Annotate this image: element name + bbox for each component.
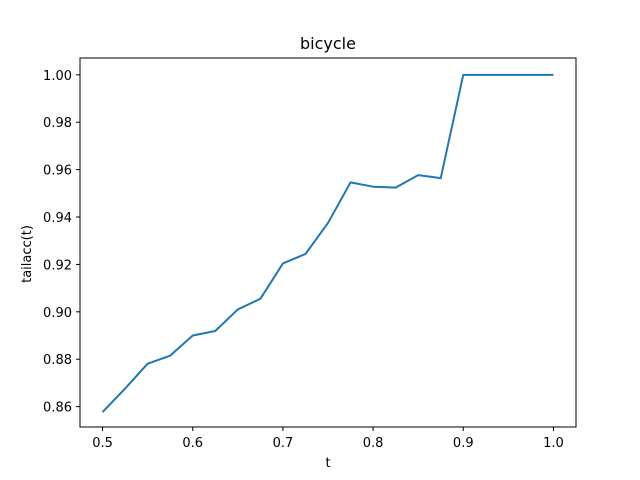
x-tick-label: 0.8 — [363, 436, 384, 451]
y-tick-label: 1.00 — [43, 69, 72, 84]
y-tick-label: 0.94 — [43, 211, 72, 226]
x-tick-label: 0.7 — [273, 436, 294, 451]
x-tick-label: 0.6 — [182, 436, 203, 451]
plot-frame — [79, 57, 577, 428]
x-tick-label: 1.0 — [543, 436, 564, 451]
x-tick-label: 0.5 — [92, 436, 113, 451]
chart-title: bicycle — [300, 34, 356, 53]
plot-area: 0.5 0.6 0.7 0.8 0.9 1.0 0.86 0.88 0.90 0.92 0.94 0.… — [43, 57, 577, 451]
x-axis-label: t — [325, 456, 330, 471]
y-tick-label: 0.98 — [43, 116, 72, 131]
x-tick-label: 0.9 — [453, 436, 474, 451]
y-tick-label: 0.88 — [43, 353, 72, 368]
y-tick-label: 0.86 — [43, 401, 72, 416]
y-tick-label: 0.96 — [43, 164, 72, 179]
y-tick-label: 0.90 — [43, 306, 72, 321]
y-axis-label: tailacc(t) — [20, 225, 35, 283]
y-tick-label: 0.92 — [43, 258, 72, 273]
